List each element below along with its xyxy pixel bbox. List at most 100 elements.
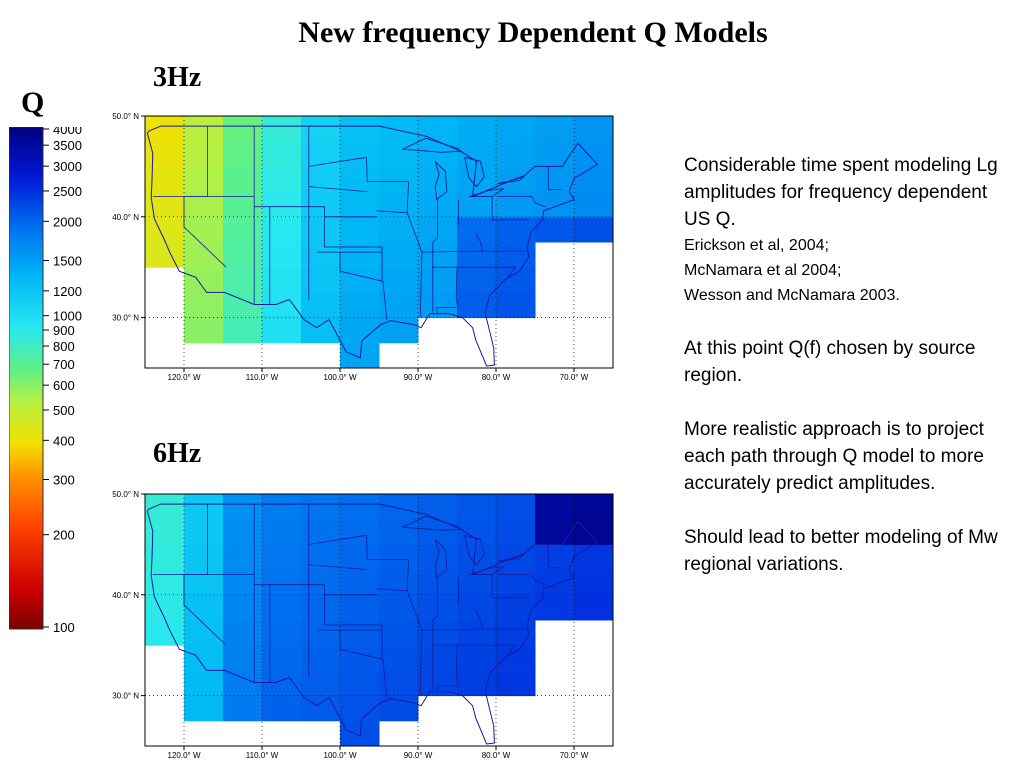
q-cell bbox=[223, 620, 263, 646]
q-cell bbox=[535, 141, 575, 167]
lon-tick-label: 110.0° W bbox=[246, 751, 279, 760]
reference-erickson: Erickson et al, 2004; bbox=[684, 237, 829, 254]
q-cell bbox=[223, 292, 263, 319]
q-cell bbox=[262, 141, 302, 167]
q-cell bbox=[262, 569, 302, 596]
colorbar-tick-label: 600 bbox=[53, 378, 75, 393]
state-border bbox=[366, 157, 409, 182]
q-cell bbox=[535, 191, 575, 218]
q-cell bbox=[262, 292, 302, 319]
q-cell bbox=[145, 519, 185, 545]
state-border bbox=[406, 181, 423, 317]
colorbar-tick-label: 100 bbox=[53, 620, 75, 635]
colorbar-tick-label: 900 bbox=[53, 323, 75, 338]
colorbar-tick-label: 3000 bbox=[53, 159, 82, 174]
q-cell bbox=[340, 594, 380, 621]
q-cell bbox=[340, 141, 380, 167]
q-cell bbox=[574, 166, 614, 193]
q-cell bbox=[379, 670, 419, 697]
q-cell bbox=[301, 544, 341, 571]
q-cell bbox=[340, 242, 380, 268]
great-lake-outline bbox=[469, 188, 505, 198]
q-cell bbox=[457, 670, 497, 697]
q-cell bbox=[145, 116, 185, 142]
q-cell bbox=[574, 191, 614, 218]
q-cell bbox=[457, 620, 497, 646]
q-cell bbox=[457, 166, 497, 193]
q-cell bbox=[457, 292, 497, 319]
great-lake-outline bbox=[469, 566, 505, 576]
q-cell bbox=[418, 267, 458, 293]
lat-tick-label: 50.0° N bbox=[112, 490, 139, 499]
colorbar-tick-label: 500 bbox=[53, 403, 75, 418]
state-border bbox=[497, 574, 546, 586]
q-cell bbox=[457, 216, 497, 243]
state-border bbox=[475, 232, 484, 252]
notes-paragraph-3: More realistic approach is to project ea… bbox=[684, 419, 984, 494]
q-cell bbox=[262, 544, 302, 571]
state-border bbox=[339, 252, 388, 320]
q-cell bbox=[340, 342, 380, 369]
q-cell bbox=[184, 191, 224, 218]
state-border bbox=[339, 630, 388, 698]
q-cell bbox=[379, 166, 419, 193]
colorbar-tick-label: 3500 bbox=[53, 138, 82, 153]
map-frame bbox=[144, 493, 614, 747]
state-border bbox=[436, 645, 459, 693]
q-cell bbox=[340, 317, 380, 344]
q-cell bbox=[457, 242, 497, 268]
q-cell bbox=[223, 695, 263, 722]
q-cell bbox=[301, 267, 341, 293]
q-cell bbox=[457, 116, 497, 142]
lat-tick-label: 30.0° N bbox=[112, 692, 139, 701]
state-border bbox=[547, 544, 563, 568]
q-cell bbox=[496, 620, 536, 646]
q-cell bbox=[574, 116, 614, 142]
q-cell bbox=[184, 594, 224, 621]
state-border bbox=[436, 267, 459, 315]
q-cell bbox=[262, 191, 302, 218]
colorbar-tick-label: 400 bbox=[53, 433, 75, 448]
q-cell bbox=[496, 594, 536, 621]
q-cell bbox=[262, 166, 302, 193]
q-cell bbox=[184, 216, 224, 243]
great-lake-outline bbox=[434, 161, 448, 201]
q-cell bbox=[574, 216, 614, 243]
q-cell bbox=[379, 267, 419, 293]
lat-tick-label: 30.0° N bbox=[112, 314, 139, 323]
great-lake-outline bbox=[464, 534, 485, 566]
q-cell bbox=[340, 544, 380, 571]
q-cell bbox=[145, 242, 185, 268]
q-cell bbox=[301, 216, 341, 243]
q-cell bbox=[496, 242, 536, 268]
lon-tick-label: 100.0° W bbox=[324, 373, 357, 382]
colorbar-tick-label: 800 bbox=[53, 339, 75, 354]
q-cell bbox=[379, 569, 419, 596]
q-cell bbox=[457, 645, 497, 671]
q-cell bbox=[535, 494, 575, 520]
state-border bbox=[308, 156, 367, 167]
q-cell bbox=[301, 141, 341, 167]
q-cell bbox=[496, 292, 536, 319]
state-border bbox=[491, 574, 529, 599]
q-cell bbox=[496, 116, 536, 142]
q-cell bbox=[223, 267, 263, 293]
q-cell bbox=[262, 620, 302, 646]
state-border bbox=[491, 196, 529, 221]
q-cell bbox=[184, 166, 224, 193]
q-grid-cells bbox=[145, 116, 614, 369]
q-cell bbox=[223, 645, 263, 671]
q-cell bbox=[418, 494, 458, 520]
q-cell bbox=[535, 569, 575, 596]
q-cell bbox=[496, 494, 536, 520]
q-cell bbox=[340, 166, 380, 193]
q-cell bbox=[262, 494, 302, 520]
q-cell bbox=[496, 141, 536, 167]
state-border bbox=[254, 206, 383, 248]
lon-tick-label: 90.0° W bbox=[404, 751, 433, 760]
state-border bbox=[308, 534, 367, 545]
slide-title: New frequency Dependent Q Models bbox=[298, 16, 768, 49]
state-border bbox=[308, 564, 368, 570]
q-cell bbox=[379, 519, 419, 545]
q-cell bbox=[223, 569, 263, 596]
